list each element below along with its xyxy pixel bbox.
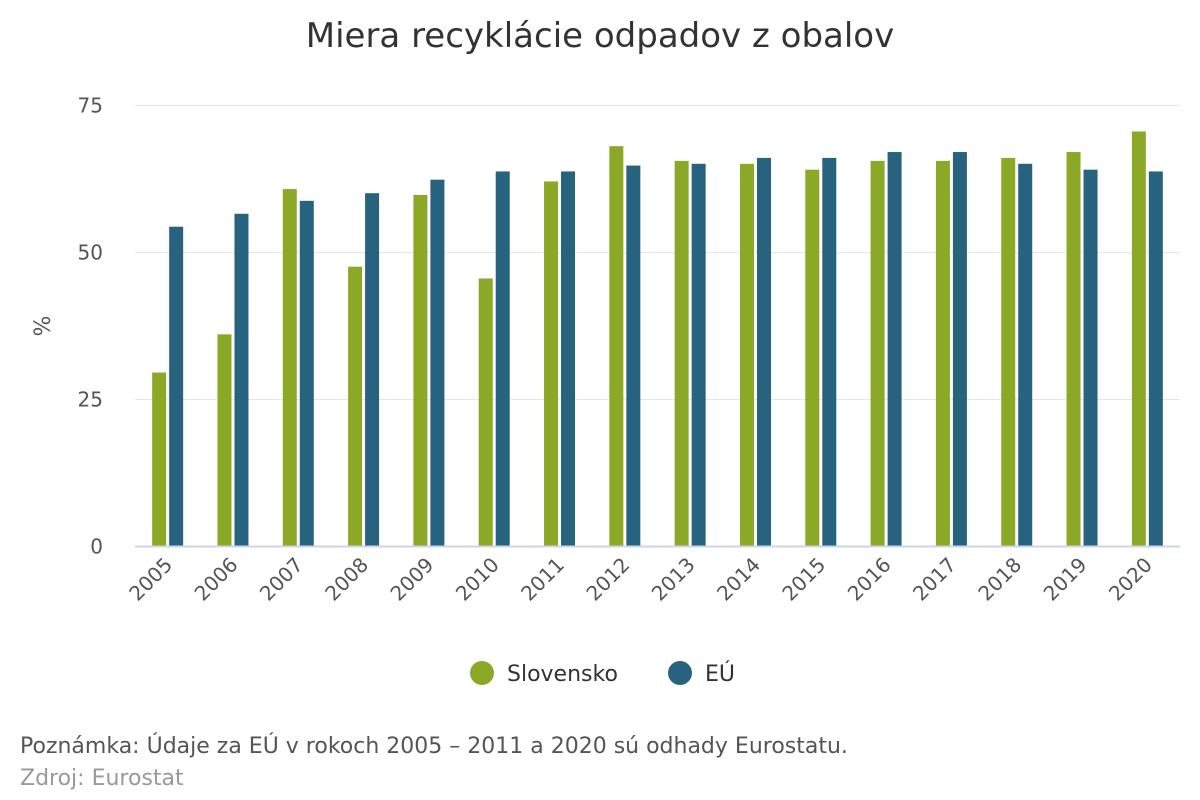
y-tick-label: 0 <box>90 535 103 559</box>
chart-title: Miera recyklácie odpadov z obalov <box>306 16 894 56</box>
bar-slovensko-2018[interactable] <box>1001 157 1016 547</box>
bar-eu-2018[interactable] <box>1018 163 1033 547</box>
x-tick-label: 2018 <box>973 553 1026 606</box>
x-tick-label: 2014 <box>712 553 765 606</box>
bar-slovensko-2012[interactable] <box>609 146 624 546</box>
x-tick-label: 2005 <box>124 553 177 606</box>
bar-slovensko-2010[interactable] <box>478 278 493 546</box>
y-tick-label: 50 <box>78 241 103 265</box>
x-tick-label: 2019 <box>1039 553 1092 606</box>
legend-marker <box>668 661 692 685</box>
x-tick-label: 2009 <box>385 553 438 606</box>
x-tick-labels: 2005 2006 2007 2008 2009 2010 2011 2012 2013 2014… <box>124 553 1157 606</box>
bar-slovensko-2020[interactable] <box>1131 131 1146 546</box>
legend-item-slovensko[interactable]: Slovensko <box>470 661 618 687</box>
bar-slovensko-2019[interactable] <box>1066 152 1081 547</box>
bar-eu-2015[interactable] <box>822 157 837 547</box>
x-tick-label: 2016 <box>843 553 896 606</box>
bar-slovensko-2011[interactable] <box>544 181 559 546</box>
x-tick-label: 2013 <box>647 553 700 606</box>
y-tick-labels: 0 25 50 75 <box>78 94 103 559</box>
bar-slovensko-2017[interactable] <box>935 160 950 547</box>
bar-eu-2010[interactable] <box>495 171 510 546</box>
source-credit: Zdroj: Eurostat <box>20 766 184 791</box>
legend-marker <box>470 661 494 685</box>
bar-eu-2019[interactable] <box>1083 169 1098 546</box>
legend-label: EÚ <box>705 661 735 687</box>
bar-eu-2017[interactable] <box>952 152 967 547</box>
bar-slovensko-2005[interactable] <box>152 372 167 546</box>
bar-slovensko-2007[interactable] <box>282 189 297 547</box>
x-tick-label: 2015 <box>777 553 830 606</box>
legend[interactable]: Slovensko EÚ <box>470 661 735 687</box>
x-tick-label: 2008 <box>320 553 373 606</box>
bar-eu-2020[interactable] <box>1148 171 1163 546</box>
bar-eu-2009[interactable] <box>430 179 445 546</box>
x-tick-label: 2020 <box>1104 553 1157 606</box>
bar-eu-2007[interactable] <box>299 200 314 546</box>
bar-eu-2013[interactable] <box>691 163 706 547</box>
bars <box>152 131 1163 547</box>
bar-eu-2012[interactable] <box>626 165 641 546</box>
bar-slovensko-2014[interactable] <box>739 163 754 547</box>
bar-eu-2005[interactable] <box>169 226 184 546</box>
x-tick-label: 2007 <box>255 553 308 606</box>
bar-eu-2016[interactable] <box>887 152 902 547</box>
legend-label: Slovensko <box>507 662 618 687</box>
y-tick-label: 25 <box>78 388 103 412</box>
x-tick-label: 2017 <box>908 553 961 606</box>
bar-slovensko-2006[interactable] <box>217 334 232 546</box>
bar-eu-2006[interactable] <box>234 213 249 546</box>
bar-slovensko-2016[interactable] <box>870 160 885 547</box>
x-tick-label: 2010 <box>451 553 504 606</box>
y-tick-label: 75 <box>78 94 103 118</box>
bar-slovensko-2013[interactable] <box>674 160 689 547</box>
y-axis-title: % <box>31 316 56 337</box>
bar-eu-2011[interactable] <box>561 171 576 546</box>
footnote: Poznámka: Údaje za EÚ v rokoch 2005 – 20… <box>20 734 848 759</box>
bar-slovensko-2009[interactable] <box>413 194 428 547</box>
x-tick-label: 2006 <box>190 553 243 606</box>
bar-eu-2014[interactable] <box>756 157 771 547</box>
x-tick-label: 2012 <box>581 553 634 606</box>
legend-item-eu[interactable]: EÚ <box>668 661 735 687</box>
bar-slovensko-2008[interactable] <box>348 266 363 546</box>
bar-eu-2008[interactable] <box>365 193 380 546</box>
bar-slovensko-2015[interactable] <box>805 169 820 546</box>
x-tick-label: 2011 <box>516 553 569 606</box>
